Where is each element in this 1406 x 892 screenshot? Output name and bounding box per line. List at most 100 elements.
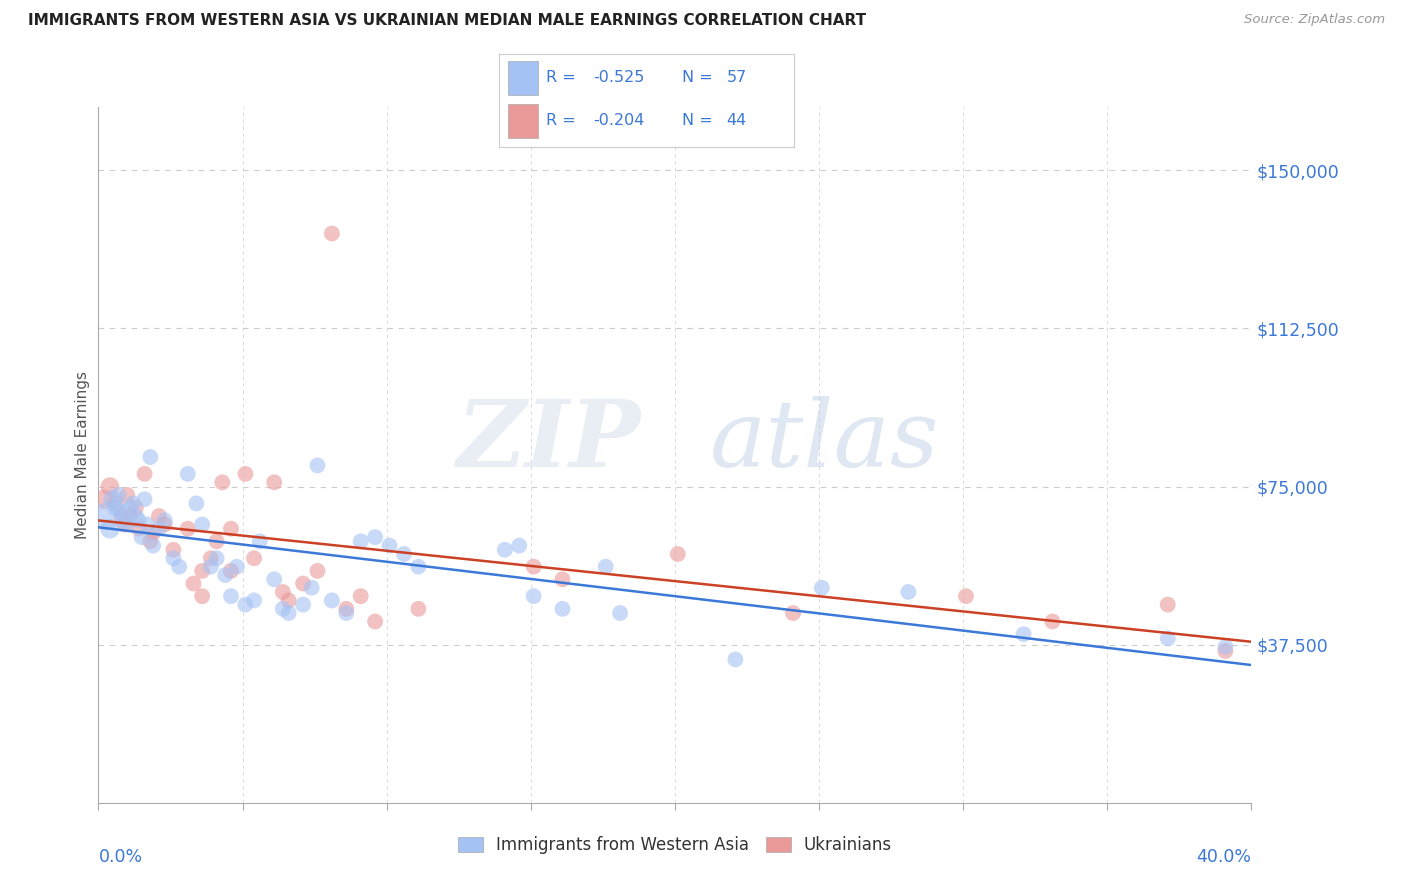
Point [205, 534, 228, 549]
Point [131, 530, 153, 544]
Point [392, 547, 415, 561]
Text: 57: 57 [727, 70, 747, 85]
Point [191, 564, 214, 578]
Point [523, 559, 546, 574]
Point [148, 522, 170, 536]
Point [191, 517, 214, 532]
Point [120, 509, 142, 524]
Point [666, 547, 689, 561]
Point [134, 467, 156, 481]
Point [148, 509, 170, 524]
Text: R =: R = [547, 113, 581, 128]
Point [1157, 598, 1180, 612]
Text: 40.0%: 40.0% [1197, 848, 1251, 866]
Point [112, 517, 135, 532]
Point [214, 568, 236, 582]
Point [104, 496, 127, 510]
Text: IMMIGRANTS FROM WESTERN ASIA VS UKRAINIAN MEDIAN MALE EARNINGS CORRELATION CHART: IMMIGRANTS FROM WESTERN ASIA VS UKRAINIA… [28, 13, 866, 29]
Point [125, 509, 148, 524]
Point [162, 542, 184, 557]
Point [167, 559, 190, 574]
Point [321, 227, 343, 241]
Point [153, 517, 176, 532]
Point [200, 559, 222, 574]
Point [219, 564, 242, 578]
Point [364, 615, 387, 629]
Point [96, 509, 118, 524]
Text: atlas: atlas [710, 396, 939, 486]
Point [117, 517, 139, 532]
Text: R =: R = [547, 70, 581, 85]
Point [112, 513, 135, 527]
Point [350, 534, 373, 549]
Point [277, 593, 299, 607]
Point [139, 534, 162, 549]
Point [93, 492, 115, 507]
Point [364, 530, 387, 544]
Point [350, 589, 373, 603]
Point [724, 652, 747, 666]
Point [98, 522, 121, 536]
Point [125, 500, 148, 515]
Point [408, 602, 430, 616]
Point [186, 496, 208, 510]
Point [277, 606, 299, 620]
Point [263, 475, 285, 490]
Text: N =: N = [682, 70, 718, 85]
Text: Source: ZipAtlas.com: Source: ZipAtlas.com [1244, 13, 1385, 27]
Point [408, 559, 430, 574]
Point [205, 551, 228, 566]
Point [378, 539, 401, 553]
Point [219, 589, 242, 603]
Text: -0.204: -0.204 [593, 113, 645, 128]
Point [110, 505, 132, 519]
Point [1157, 632, 1180, 646]
Point [292, 576, 315, 591]
Point [494, 542, 516, 557]
Point [191, 589, 214, 603]
Point [595, 559, 617, 574]
Point [955, 589, 977, 603]
Point [335, 602, 357, 616]
Point [128, 513, 150, 527]
Point [139, 450, 162, 464]
Point [243, 593, 266, 607]
Point [782, 606, 804, 620]
Point [122, 496, 145, 510]
Point [134, 492, 156, 507]
Point [136, 517, 159, 532]
Point [219, 522, 242, 536]
Point [101, 492, 124, 507]
Point [107, 488, 129, 502]
Point [200, 551, 222, 566]
Point [551, 602, 574, 616]
Point [307, 564, 329, 578]
Point [301, 581, 323, 595]
Point [307, 458, 329, 473]
Text: -0.525: -0.525 [593, 70, 645, 85]
Point [142, 539, 165, 553]
Point [153, 513, 176, 527]
Point [104, 500, 127, 515]
Point [292, 598, 315, 612]
Point [609, 606, 631, 620]
Point [235, 598, 257, 612]
Bar [508, 61, 537, 95]
Point [1215, 640, 1237, 654]
Point [177, 522, 200, 536]
Text: 0.0%: 0.0% [98, 848, 142, 866]
Point [1215, 644, 1237, 658]
Text: N =: N = [682, 113, 718, 128]
Point [1012, 627, 1035, 641]
Point [335, 606, 357, 620]
Legend: Immigrants from Western Asia, Ukrainians: Immigrants from Western Asia, Ukrainians [451, 830, 898, 861]
Point [811, 581, 834, 595]
Point [1042, 615, 1064, 629]
Point [211, 475, 233, 490]
Point [263, 572, 285, 586]
Point [523, 589, 546, 603]
Point [128, 522, 150, 536]
Point [98, 479, 121, 493]
Text: 44: 44 [727, 113, 747, 128]
Bar [508, 104, 537, 138]
